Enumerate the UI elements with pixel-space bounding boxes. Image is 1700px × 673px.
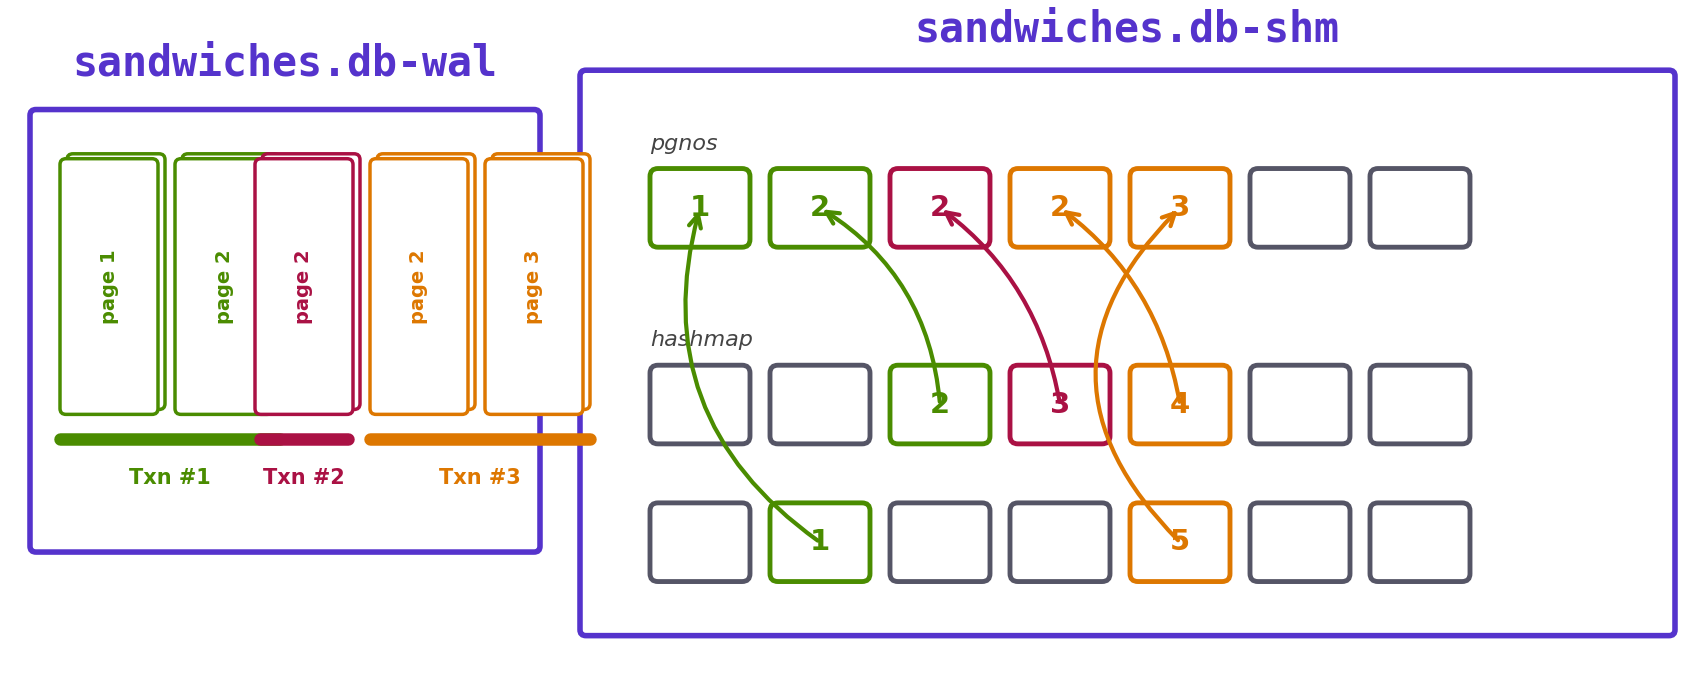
- Text: 5: 5: [1170, 528, 1190, 556]
- Text: 2: 2: [930, 194, 950, 222]
- Text: sandwiches.db-shm: sandwiches.db-shm: [915, 9, 1340, 50]
- FancyBboxPatch shape: [262, 154, 360, 409]
- FancyBboxPatch shape: [377, 154, 474, 409]
- Text: 3: 3: [1051, 390, 1071, 419]
- FancyBboxPatch shape: [1010, 365, 1110, 444]
- Text: page 1: page 1: [100, 249, 119, 324]
- Text: Txn #1: Txn #1: [129, 468, 211, 489]
- FancyBboxPatch shape: [1130, 365, 1231, 444]
- FancyBboxPatch shape: [371, 159, 468, 415]
- FancyBboxPatch shape: [1370, 503, 1470, 581]
- Text: 1: 1: [809, 528, 830, 556]
- FancyBboxPatch shape: [580, 70, 1674, 635]
- FancyBboxPatch shape: [1010, 168, 1110, 247]
- FancyBboxPatch shape: [770, 503, 870, 581]
- Text: sandwiches.db-wal: sandwiches.db-wal: [73, 43, 498, 85]
- Text: 2: 2: [930, 390, 950, 419]
- Text: page 2: page 2: [214, 249, 233, 324]
- FancyBboxPatch shape: [1250, 168, 1350, 247]
- FancyBboxPatch shape: [60, 159, 158, 415]
- FancyBboxPatch shape: [891, 168, 989, 247]
- Text: Txn #3: Txn #3: [439, 468, 520, 489]
- Text: 3: 3: [1170, 194, 1190, 222]
- FancyBboxPatch shape: [182, 154, 280, 409]
- FancyBboxPatch shape: [255, 159, 354, 415]
- FancyBboxPatch shape: [66, 154, 165, 409]
- FancyBboxPatch shape: [1250, 365, 1350, 444]
- FancyBboxPatch shape: [1370, 168, 1470, 247]
- FancyBboxPatch shape: [491, 154, 590, 409]
- Text: hashmap: hashmap: [649, 330, 753, 351]
- Text: page 2: page 2: [294, 249, 313, 324]
- FancyBboxPatch shape: [1370, 365, 1470, 444]
- Text: page 2: page 2: [410, 249, 428, 324]
- Text: 1: 1: [690, 194, 711, 222]
- FancyBboxPatch shape: [649, 365, 750, 444]
- FancyBboxPatch shape: [649, 168, 750, 247]
- FancyBboxPatch shape: [484, 159, 583, 415]
- FancyBboxPatch shape: [891, 365, 989, 444]
- FancyBboxPatch shape: [175, 159, 274, 415]
- FancyBboxPatch shape: [770, 168, 870, 247]
- FancyBboxPatch shape: [891, 503, 989, 581]
- Text: page 3: page 3: [525, 249, 544, 324]
- Text: pgnos: pgnos: [649, 134, 717, 154]
- FancyBboxPatch shape: [1010, 503, 1110, 581]
- Text: Txn #2: Txn #2: [264, 468, 345, 489]
- Text: 4: 4: [1170, 390, 1190, 419]
- FancyBboxPatch shape: [1130, 168, 1231, 247]
- FancyBboxPatch shape: [649, 503, 750, 581]
- FancyBboxPatch shape: [1130, 503, 1231, 581]
- FancyBboxPatch shape: [770, 365, 870, 444]
- Text: 2: 2: [1051, 194, 1069, 222]
- Text: 2: 2: [809, 194, 830, 222]
- FancyBboxPatch shape: [31, 110, 541, 552]
- FancyBboxPatch shape: [1250, 503, 1350, 581]
